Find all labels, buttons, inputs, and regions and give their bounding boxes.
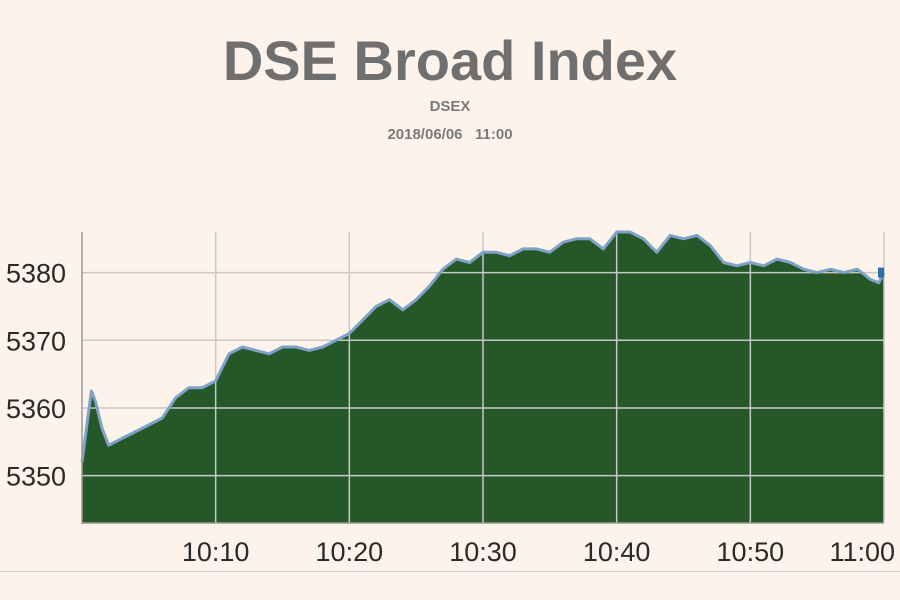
chart-title: DSE Broad Index xyxy=(222,29,678,92)
y-tick-label: 5370 xyxy=(6,326,66,356)
y-tick-label: 5360 xyxy=(6,394,66,424)
y-tick-label: 5350 xyxy=(6,462,66,492)
x-tick-label: 10:10 xyxy=(182,537,250,567)
bottom-rule xyxy=(0,571,900,572)
last-value-marker xyxy=(878,267,884,278)
x-tick-label: 10:50 xyxy=(717,537,785,567)
x-tick-label: 10:20 xyxy=(316,537,384,567)
chart-subtitle: DSEX xyxy=(429,98,471,115)
x-tick-label: 11:00 xyxy=(829,537,895,567)
x-tick-label: 10:30 xyxy=(449,537,517,567)
x-tick-label: 10:40 xyxy=(583,537,651,567)
chart-datetime: 2018/06/06 11:00 xyxy=(387,126,513,143)
series-line xyxy=(80,230,886,463)
y-tick-label: 5380 xyxy=(6,259,66,289)
